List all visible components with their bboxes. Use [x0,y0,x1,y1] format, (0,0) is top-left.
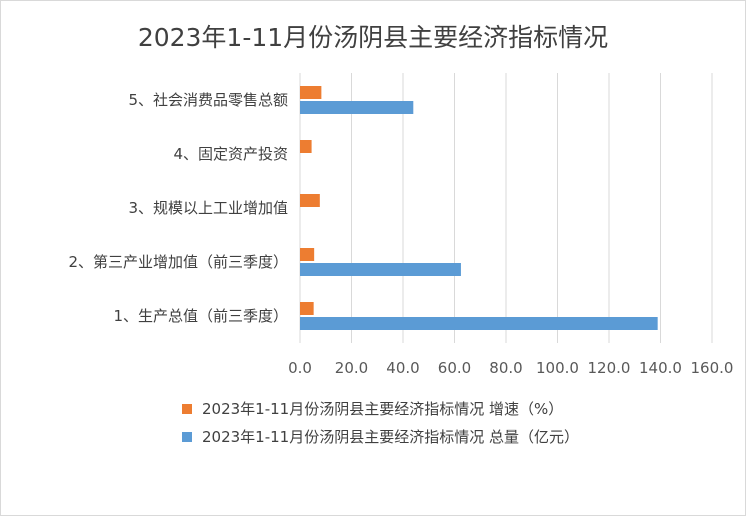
x-tick-label: 140.0 [639,359,682,377]
x-tick-label: 120.0 [588,359,631,377]
bar-growth [300,140,312,153]
x-tick-label: 80.0 [489,359,522,377]
legend-swatch-growth [182,404,192,414]
y-category-label: 3、规模以上工业增加值 [128,199,288,217]
legend-swatch-total [182,432,192,442]
legend-entry-total: 2023年1-11月份汤阴县主要经济指标情况 总量（亿元） [180,426,600,448]
y-category-label: 2、第三产业增加值（前三季度） [68,253,288,271]
y-category-label: 5、社会消费品零售总额 [128,91,288,109]
bar-total [300,263,461,276]
x-tick-label: 40.0 [386,359,419,377]
x-tick-label: 100.0 [536,359,579,377]
legend-label-growth: 2023年1-11月份汤阴县主要经济指标情况 增速（%） [202,400,564,418]
x-tick-label: 20.0 [335,359,368,377]
bar-growth [300,302,314,315]
bar-growth [300,194,320,207]
bar-total [300,101,414,114]
legend-label-total: 2023年1-11月份汤阴县主要经济指标情况 总量（亿元） [202,428,579,446]
x-tick-label: 160.0 [691,359,734,377]
x-tick-label: 60.0 [438,359,471,377]
bar-growth [300,248,315,261]
y-category-label: 1、生产总值（前三季度） [113,307,288,325]
chart-legend: 2023年1-11月份汤阴县主要经济指标情况 增速（%） 2023年1-11月份… [180,398,600,454]
x-tick-label: 0.0 [288,359,312,377]
chart-title: 2023年1-11月份汤阴县主要经济指标情况 [137,23,609,52]
legend-entry-growth: 2023年1-11月份汤阴县主要经济指标情况 增速（%） [180,398,600,420]
bar-growth [300,86,322,99]
y-category-label: 4、固定资产投资 [173,145,288,163]
bar-total [300,317,658,330]
